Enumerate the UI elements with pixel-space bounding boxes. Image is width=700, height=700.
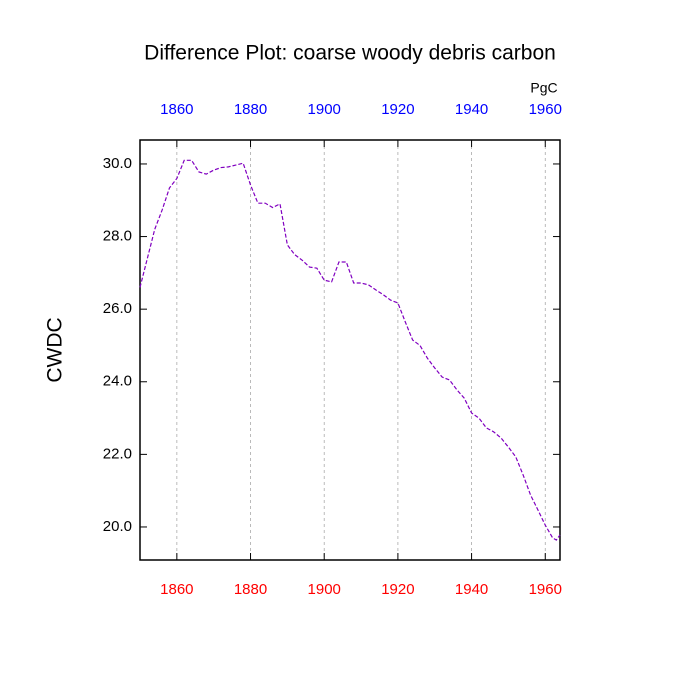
- y-tick-label: 22.0: [103, 445, 132, 462]
- units-label: PgC: [530, 80, 557, 96]
- y-tick-label: 26.0: [103, 300, 132, 317]
- x-top-tick-label: 1900: [308, 101, 341, 118]
- x-top-tick-label: 1940: [455, 101, 488, 118]
- x-top-tick-label: 1880: [234, 101, 267, 118]
- x-tick-label: 1900: [308, 581, 341, 598]
- x-top-tick-label: 1960: [529, 101, 562, 118]
- x-tick-label: 1960: [529, 581, 562, 598]
- x-top-tick-label: 1860: [160, 101, 193, 118]
- y-tick-label: 20.0: [103, 518, 132, 535]
- plot-frame: [139, 139, 561, 561]
- x-tick-label: 1920: [381, 581, 414, 598]
- y-axis-label: CWDC: [44, 317, 67, 382]
- y-tick-label: 28.0: [103, 228, 132, 245]
- x-tick-label: 1880: [234, 581, 267, 598]
- y-tick-label: 30.0: [103, 155, 132, 172]
- x-top-tick-label: 1920: [381, 101, 414, 118]
- data-line: [139, 159, 561, 541]
- y-tick-label: 24.0: [103, 373, 132, 390]
- x-tick-label: 1860: [160, 581, 193, 598]
- x-tick-label: 1940: [455, 581, 488, 598]
- chart-title: Difference Plot: coarse woody debris car…: [144, 42, 556, 65]
